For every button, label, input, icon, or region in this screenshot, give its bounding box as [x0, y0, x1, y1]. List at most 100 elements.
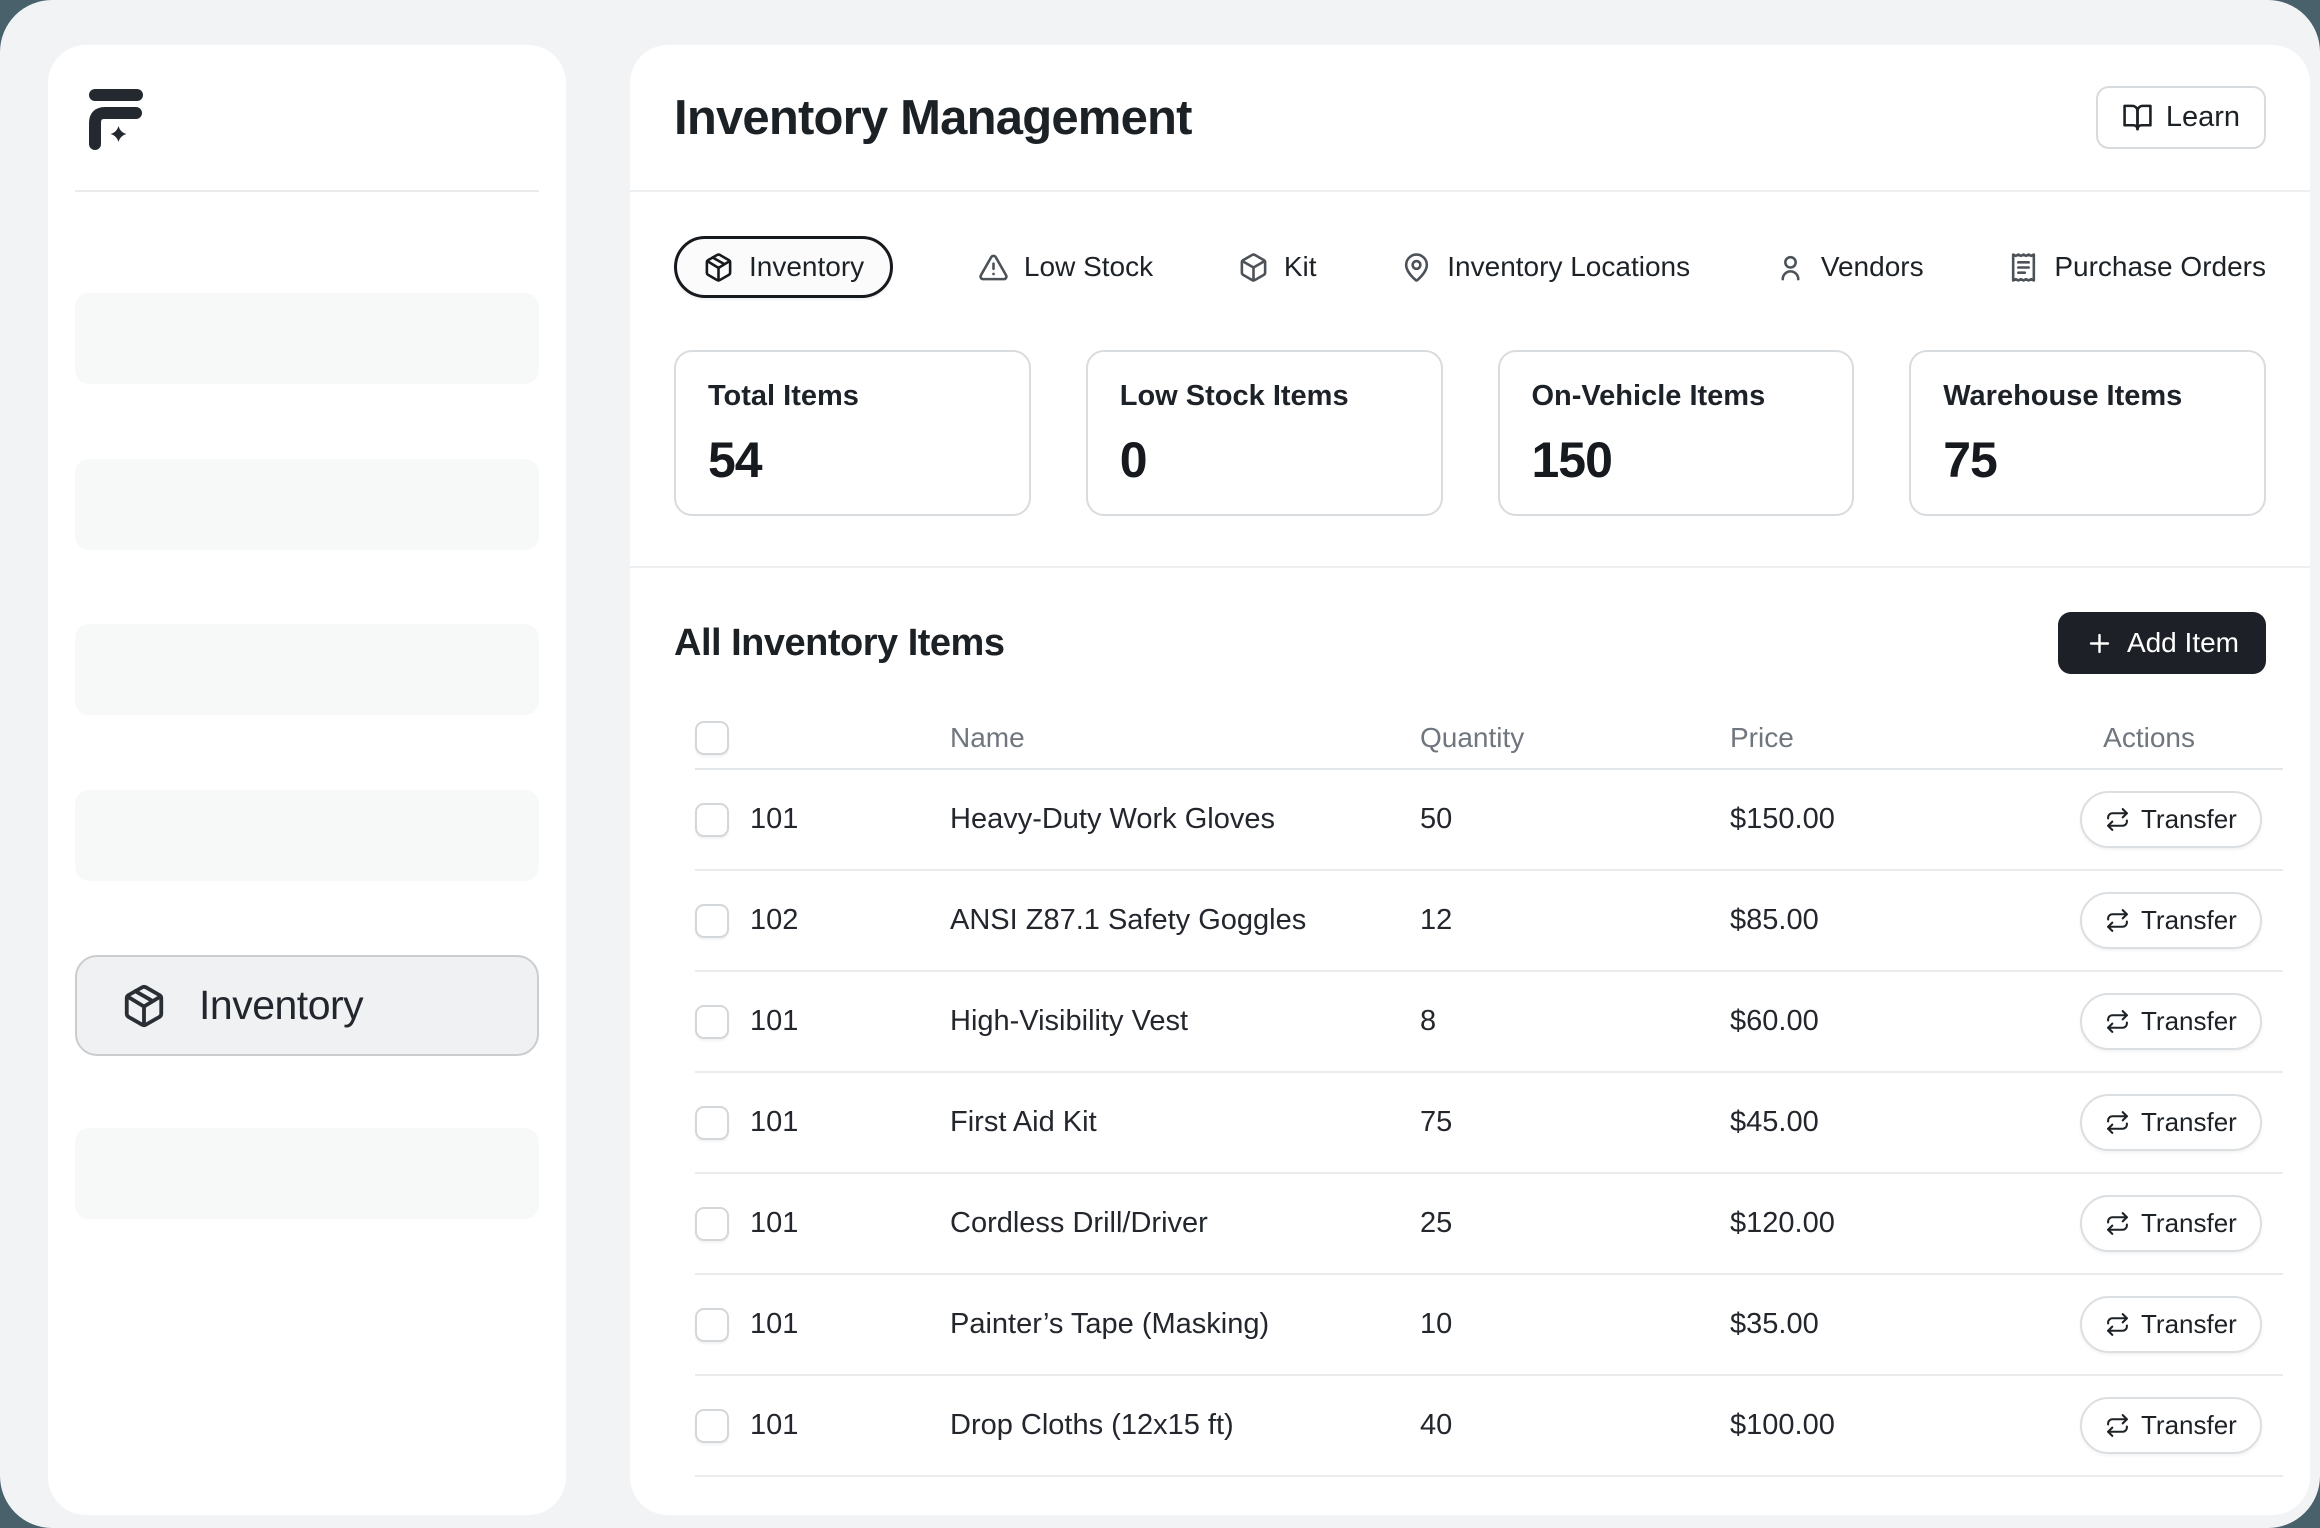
item-price: $120.00 — [1730, 1207, 1835, 1239]
row-checkbox[interactable] — [695, 1408, 729, 1443]
item-quantity: 50 — [1420, 803, 1453, 835]
sidebar-item-placeholder[interactable] — [75, 624, 539, 715]
row-checkbox[interactable] — [695, 1105, 729, 1140]
stat-card-on-vehicle-items: On-Vehicle Items 150 — [1497, 350, 1855, 516]
row-checkbox[interactable] — [695, 903, 729, 938]
book-open-icon — [2123, 104, 2152, 131]
sidebar-item-label: Inventory — [199, 982, 364, 1028]
sidebar: Inventory — [48, 45, 566, 1515]
transfer-button-label: Transfer — [2141, 905, 2237, 935]
repeat-icon — [2107, 1212, 2128, 1235]
item-name: High-Visibility Vest — [950, 1005, 1189, 1037]
repeat-icon — [2107, 1111, 2128, 1134]
learn-button-label: Learn — [2165, 101, 2240, 133]
item-name: ANSI Z87.1 Safety Goggles — [950, 904, 1307, 936]
item-quantity: 75 — [1420, 1106, 1453, 1138]
item-price: $60.00 — [1730, 1005, 1819, 1037]
add-item-button[interactable]: Add Item — [2057, 612, 2266, 674]
sidebar-item-placeholder[interactable] — [75, 790, 539, 881]
sidebar-item-placeholder[interactable] — [75, 293, 539, 384]
item-price: $150.00 — [1730, 803, 1835, 835]
receipt-icon — [2012, 252, 2036, 282]
row-checkbox[interactable] — [695, 1307, 729, 1342]
stat-card-low-stock-items: Low Stock Items 0 — [1085, 350, 1443, 516]
tab-low-stock[interactable]: Low Stock — [978, 251, 1153, 283]
main-panel: Inventory Management Learn Inventory — [630, 45, 2310, 1515]
table-row: 102 ANSI Z87.1 Safety Goggles 12 $85.00 … — [695, 871, 2283, 972]
table-row: 101 High-Visibility Vest 8 $60.00 Transf… — [695, 972, 2283, 1073]
stat-value: 150 — [1531, 432, 1613, 488]
page-title: Inventory Management — [674, 90, 1192, 145]
repeat-icon — [2107, 808, 2128, 831]
item-name: Painter’s Tape (Masking) — [950, 1308, 1270, 1340]
item-price: $100.00 — [1730, 1409, 1835, 1441]
item-id: 102 — [750, 904, 799, 936]
tab-purchase-orders[interactable]: Purchase Orders — [2008, 251, 2266, 283]
tab-kit[interactable]: Kit — [1238, 251, 1317, 283]
plus-icon — [2089, 633, 2110, 653]
item-quantity: 10 — [1420, 1308, 1453, 1340]
item-price: $45.00 — [1730, 1106, 1819, 1138]
table-row: 101 Painter’s Tape (Masking) 10 $35.00 T… — [695, 1275, 2283, 1376]
transfer-button-label: Transfer — [2141, 1006, 2237, 1036]
stat-card-total-items: Total Items 54 — [674, 350, 1031, 516]
transfer-button[interactable]: Transfer — [2080, 1094, 2262, 1151]
transfer-button[interactable]: Transfer — [2080, 1296, 2262, 1353]
stat-value: 54 — [708, 432, 763, 488]
repeat-icon — [2107, 909, 2128, 932]
repeat-icon — [2107, 1313, 2128, 1336]
sidebar-item-placeholder[interactable] — [75, 1128, 539, 1219]
section-title: All Inventory Items — [674, 621, 1005, 664]
learn-button[interactable]: Learn — [2095, 86, 2266, 149]
page-header: Inventory Management Learn — [630, 45, 2310, 190]
column-header-name: Name — [950, 722, 1025, 753]
user-icon — [1781, 255, 1800, 280]
tab-inventory-locations[interactable]: Inventory Locations — [1401, 251, 1690, 283]
table-row: 101 Drop Cloths (12x15 ft) 40 $100.00 Tr… — [695, 1376, 2283, 1477]
stat-label: Low Stock Items — [1119, 380, 1349, 412]
item-id: 101 — [750, 803, 799, 835]
repeat-icon — [2107, 1414, 2128, 1437]
column-header-actions: Actions — [2103, 722, 2195, 753]
inventory-section-header: All Inventory Items Add Item — [674, 612, 2266, 674]
item-quantity: 40 — [1420, 1409, 1453, 1441]
transfer-button-label: Transfer — [2141, 1410, 2237, 1440]
sidebar-item-inventory[interactable]: Inventory — [75, 955, 539, 1056]
stat-label: On-Vehicle Items — [1531, 380, 1766, 412]
stat-label: Warehouse Items — [1943, 380, 2183, 412]
transfer-button[interactable]: Transfer — [2080, 892, 2262, 949]
transfer-button[interactable]: Transfer — [2080, 1195, 2262, 1252]
stat-label: Total Items — [708, 380, 859, 412]
transfer-button[interactable]: Transfer — [2080, 791, 2262, 848]
transfer-button-label: Transfer — [2141, 1107, 2237, 1137]
tab-vendors[interactable]: Vendors — [1775, 251, 1924, 283]
package-icon — [705, 252, 732, 282]
row-checkbox[interactable] — [695, 1004, 729, 1039]
tab-inventory[interactable]: Inventory — [674, 236, 894, 298]
item-id: 101 — [750, 1106, 799, 1138]
transfer-button[interactable]: Transfer — [2080, 993, 2262, 1050]
add-item-button-label: Add Item — [2126, 627, 2239, 658]
repeat-icon — [2107, 1010, 2128, 1033]
item-price: $85.00 — [1730, 904, 1819, 936]
transfer-button-label: Transfer — [2141, 804, 2237, 834]
item-name: Cordless Drill/Driver — [950, 1207, 1208, 1239]
sidebar-item-placeholder[interactable] — [75, 459, 539, 550]
row-checkbox[interactable] — [695, 1206, 729, 1241]
item-name: Heavy-Duty Work Gloves — [950, 803, 1275, 835]
column-header-quantity: Quantity — [1420, 722, 1525, 753]
transfer-button[interactable]: Transfer — [2080, 1397, 2262, 1454]
item-quantity: 8 — [1420, 1005, 1437, 1037]
transfer-button-label: Transfer — [2141, 1208, 2237, 1238]
tab-label: Low Stock — [1023, 251, 1154, 282]
stat-value: 75 — [1943, 432, 1998, 488]
select-all-checkbox[interactable] — [695, 721, 729, 755]
alert-triangle-icon — [979, 254, 1008, 280]
table-row: 101 Heavy-Duty Work Gloves 50 $150.00 Tr… — [695, 770, 2283, 871]
tab-bar: Inventory Low Stock Kit — [674, 236, 2266, 298]
item-id: 101 — [750, 1005, 799, 1037]
row-checkbox[interactable] — [695, 802, 729, 837]
package-icon — [124, 984, 164, 1027]
section-divider — [630, 566, 2310, 568]
